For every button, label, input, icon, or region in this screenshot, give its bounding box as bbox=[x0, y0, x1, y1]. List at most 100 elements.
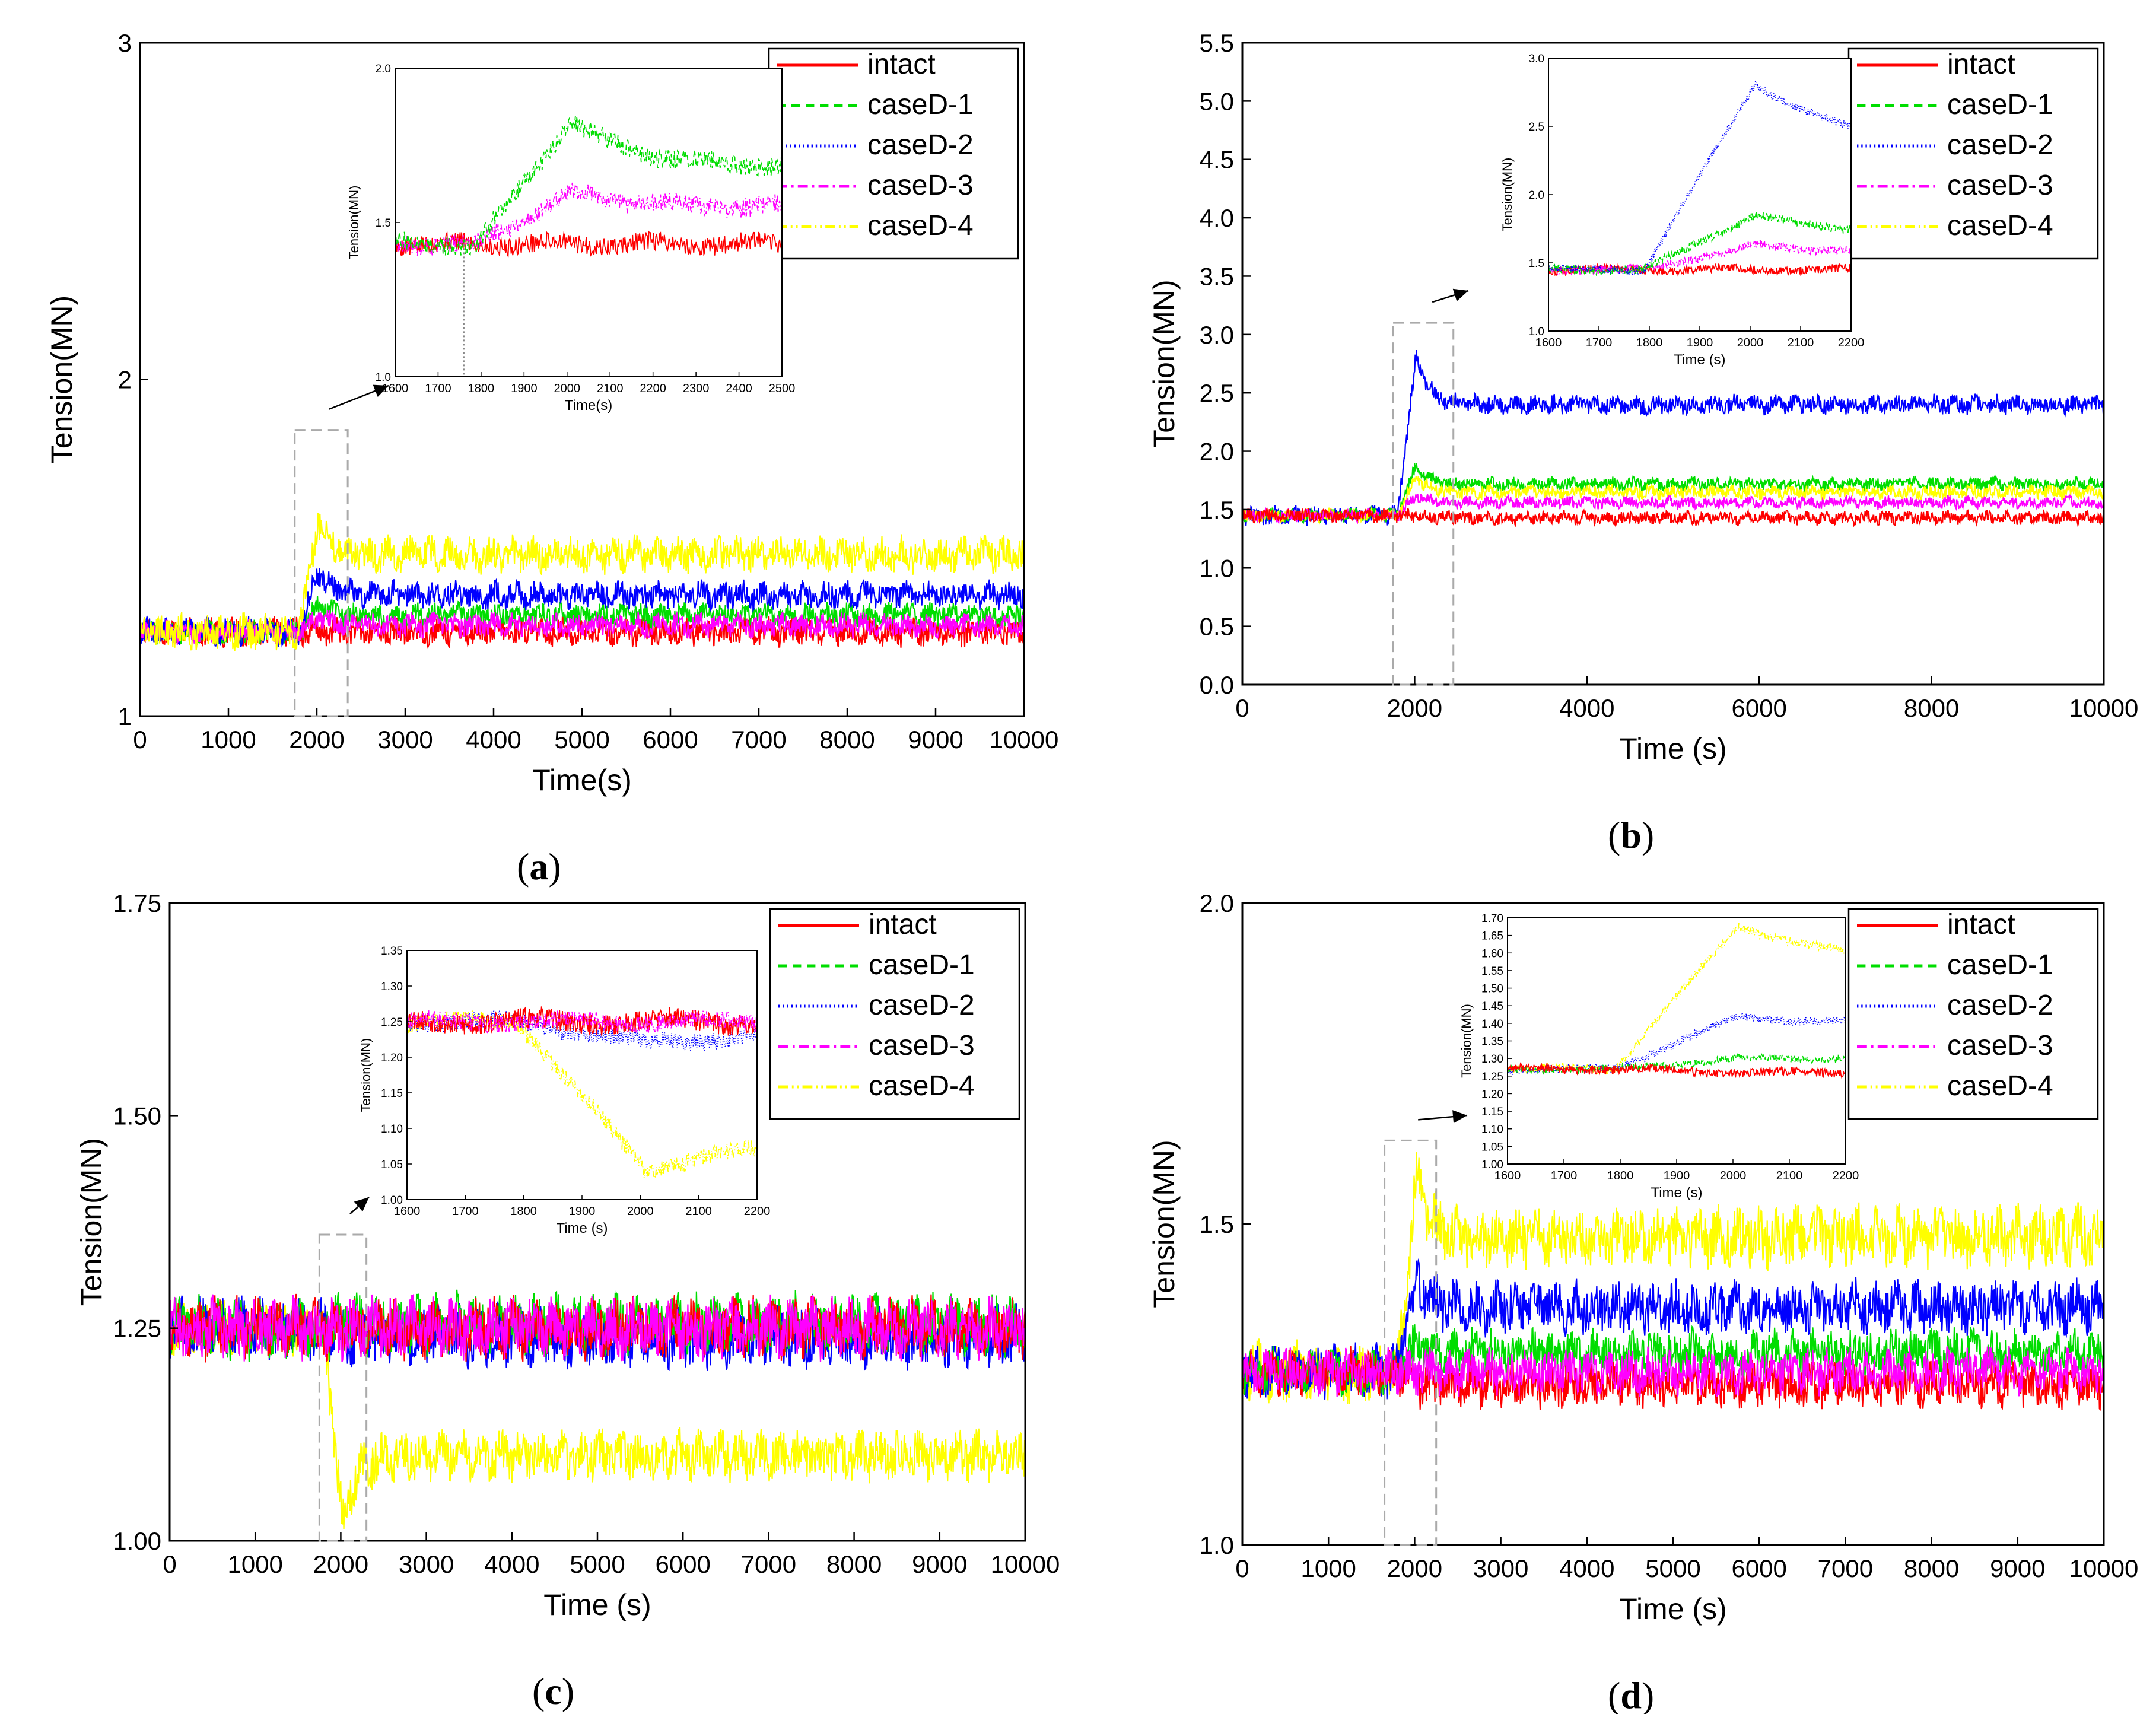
series-group bbox=[140, 513, 1024, 651]
y-tick-label: 3.0 bbox=[1200, 321, 1234, 349]
legend-label: caseD-1 bbox=[1947, 89, 2053, 120]
inset-y-tick-label: 1.0 bbox=[1529, 326, 1544, 338]
inset-y-tick-label: 1.65 bbox=[1481, 930, 1503, 943]
inset-y-tick-label: 1.45 bbox=[1481, 1000, 1503, 1013]
y-tick-label: 5.5 bbox=[1200, 29, 1234, 57]
inset-y-tick-label: 1.30 bbox=[1481, 1053, 1503, 1066]
panel-label-part: d bbox=[1620, 1674, 1642, 1714]
series-group bbox=[170, 1289, 1025, 1529]
y-tick-label: 1.5 bbox=[1200, 496, 1234, 524]
zoom-arrow-head bbox=[1452, 1110, 1467, 1124]
panel-label-part: ( bbox=[532, 1670, 545, 1712]
inset-series-line-intact bbox=[1508, 1062, 1846, 1079]
y-tick-label: 2 bbox=[118, 366, 132, 394]
inset-series-group bbox=[1508, 922, 1846, 1079]
inset-chart: 1600 1700 1800 1900 2000 2100 2200 2300 2400 2500… bbox=[346, 63, 795, 414]
inset-x-tick-label: 2200 bbox=[1833, 1169, 1859, 1182]
x-tick-label: 8000 bbox=[1904, 1554, 1959, 1582]
x-tick-label: 8000 bbox=[826, 1550, 882, 1578]
x-tick-label: 0 bbox=[1235, 1554, 1249, 1582]
inset-background bbox=[395, 68, 782, 377]
x-tick-label: 5000 bbox=[554, 726, 609, 753]
x-tick-label: 2000 bbox=[313, 1550, 368, 1578]
panel-label-part: ( bbox=[1608, 1674, 1620, 1714]
inset-y-tick-label: 1.35 bbox=[381, 945, 403, 958]
chart-panel-d: 0 1000 2000 3000 4000 5000 6000 7000 8000 9000 100… bbox=[1147, 889, 2138, 1714]
panel-label-part: b bbox=[1620, 814, 1642, 856]
panel-label: (c) bbox=[532, 1670, 574, 1712]
y-tick-label: 0.5 bbox=[1200, 613, 1234, 641]
x-tick-label: 4000 bbox=[484, 1550, 539, 1578]
legend: intact caseD-1 caseD-2 caseD-3 caseD-4 bbox=[768, 47, 1019, 260]
legend-label: caseD-4 bbox=[869, 1070, 975, 1102]
inset-y-tick-label: 2.0 bbox=[1529, 189, 1544, 202]
series-line-caseD-2 bbox=[1242, 350, 2104, 526]
inset-x-tick-label: 2400 bbox=[726, 382, 752, 395]
inset-y-tick-label: 1.30 bbox=[381, 981, 403, 993]
inset-y-axis-label: Tension(MN) bbox=[358, 1038, 373, 1112]
series-line-caseD-1 bbox=[1242, 1324, 2104, 1397]
inset-series-line-caseD-4 bbox=[407, 1010, 757, 1179]
y-tick-label: 3.5 bbox=[1200, 262, 1234, 290]
inset-y-tick-label: 2.0 bbox=[376, 63, 391, 75]
inset-x-tick-label: 1700 bbox=[1551, 1169, 1578, 1182]
legend-label: caseD-2 bbox=[1947, 129, 2053, 161]
legend-box bbox=[1847, 908, 2099, 1120]
inset-series-line-caseD-1 bbox=[1548, 211, 1851, 276]
panel-label-part: a bbox=[529, 845, 548, 888]
legend-label: caseD-1 bbox=[867, 89, 974, 120]
x-tick-label: 6000 bbox=[1731, 694, 1786, 722]
inset-x-tick-label: 1600 bbox=[394, 1205, 421, 1218]
inset-x-tick-label: 1800 bbox=[1636, 336, 1663, 349]
inset-x-tick-label: 2000 bbox=[554, 382, 581, 395]
inset-y-tick-label: 2.5 bbox=[1529, 121, 1544, 133]
inset-y-tick-label: 1.5 bbox=[376, 217, 391, 230]
inset-y-tick-label: 1.0 bbox=[376, 371, 391, 384]
y-tick-label: 1.0 bbox=[1200, 1531, 1234, 1559]
x-tick-label: 1000 bbox=[227, 1550, 282, 1578]
zoom-arrow-head bbox=[354, 1197, 369, 1212]
x-tick-label: 1000 bbox=[201, 726, 256, 753]
x-tick-label: 5000 bbox=[570, 1550, 625, 1578]
inset-series-line-intact bbox=[407, 1006, 757, 1036]
chart-panel-c: 0 1000 2000 3000 4000 5000 6000 7000 8000 9000 100… bbox=[75, 889, 1060, 1712]
inset-x-axis-label: Time(s) bbox=[565, 398, 612, 414]
x-tick-label: 10000 bbox=[990, 726, 1059, 753]
y-tick-label: 4.0 bbox=[1200, 204, 1234, 232]
inset-x-tick-label: 2500 bbox=[769, 382, 796, 395]
inset-x-tick-label: 2000 bbox=[1720, 1169, 1747, 1182]
y-tick-label: 1 bbox=[118, 702, 132, 730]
x-tick-label: 6000 bbox=[655, 1550, 710, 1578]
inset-y-tick-label: 1.5 bbox=[1529, 257, 1544, 270]
inset-y-tick-label: 1.20 bbox=[381, 1052, 403, 1064]
x-tick-label: 10000 bbox=[991, 1550, 1060, 1578]
x-tick-label: 4000 bbox=[1559, 1554, 1614, 1582]
x-axis-label: Time (s) bbox=[543, 1588, 651, 1621]
x-tick-label: 9000 bbox=[1990, 1554, 2045, 1582]
chart-panel-b: 0 2000 4000 6000 8000 10000 0.0 0.5 1.0 1.5 2.0 2.5… bbox=[1147, 29, 2138, 856]
inset-series-line-caseD-3 bbox=[395, 182, 782, 256]
x-tick-label: 2000 bbox=[289, 726, 344, 753]
inset-chart: 1600 1700 1800 1900 2000 2100 2200 1.0 1.5 2.0 2.5… bbox=[1500, 53, 1864, 368]
inset-x-axis-label: Time (s) bbox=[1651, 1185, 1702, 1201]
legend-label: caseD-3 bbox=[1947, 1030, 2053, 1061]
x-tick-label: 4000 bbox=[1559, 694, 1614, 722]
inset-y-tick-label: 1.20 bbox=[1481, 1088, 1503, 1101]
inset-series-line-caseD-4 bbox=[1508, 922, 1846, 1076]
x-tick-label: 2000 bbox=[1387, 1554, 1442, 1582]
zoom-box bbox=[294, 429, 349, 717]
inset-series-group bbox=[407, 1006, 757, 1179]
y-axis-label: Tension(MN) bbox=[1147, 1140, 1181, 1308]
inset-y-tick-label: 1.60 bbox=[1481, 947, 1503, 960]
inset-background bbox=[407, 950, 757, 1200]
inset-chart: 1600 1700 1800 1900 2000 2100 2200 1.00 1.05 1.10… bbox=[358, 945, 770, 1236]
inset-x-tick-label: 1900 bbox=[1664, 1169, 1690, 1182]
y-tick-label: 0.0 bbox=[1200, 671, 1234, 699]
y-tick-label: 1.0 bbox=[1200, 554, 1234, 582]
y-tick-label: 3 bbox=[118, 29, 132, 57]
inset-y-tick-label: 1.50 bbox=[1481, 983, 1503, 996]
inset-y-tick-label: 1.10 bbox=[381, 1123, 403, 1136]
y-tick-label: 1.75 bbox=[113, 889, 161, 917]
inset-y-tick-label: 1.15 bbox=[381, 1087, 403, 1100]
x-tick-label: 9000 bbox=[908, 726, 963, 753]
